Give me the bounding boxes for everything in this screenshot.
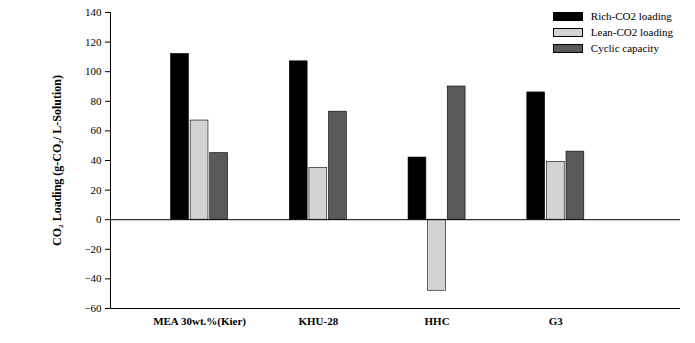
svg-text:0: 0 bbox=[96, 213, 102, 225]
svg-text:HHC: HHC bbox=[425, 315, 450, 327]
svg-text:MEA 30wt.%(Kier): MEA 30wt.%(Kier) bbox=[153, 315, 246, 328]
svg-text:20: 20 bbox=[91, 184, 103, 196]
svg-text:CO₂ Loading (g-CO₂/ L-Solution: CO₂ Loading (g-CO₂/ L-Solution) bbox=[50, 75, 64, 246]
svg-text:−60: −60 bbox=[84, 302, 102, 314]
svg-text:60: 60 bbox=[91, 124, 103, 136]
html-text:Rich-CO2 loading: Rich-CO2 loading bbox=[590, 10, 672, 22]
svg-text:−40: −40 bbox=[84, 272, 102, 284]
svg-text:80: 80 bbox=[91, 95, 103, 107]
html-text:Lean-CO2 loading: Lean-CO2 loading bbox=[590, 26, 673, 38]
svg-text:140: 140 bbox=[85, 6, 102, 18]
html-text:Cyclic capacity: Cyclic capacity bbox=[590, 42, 659, 54]
svg-text:40: 40 bbox=[91, 154, 103, 166]
svg-text:120: 120 bbox=[85, 36, 102, 48]
svg-text:KHU-28: KHU-28 bbox=[298, 315, 338, 327]
svg-text:100: 100 bbox=[85, 65, 102, 77]
svg-text:G3: G3 bbox=[549, 315, 564, 327]
svg-text:−20: −20 bbox=[84, 243, 102, 255]
